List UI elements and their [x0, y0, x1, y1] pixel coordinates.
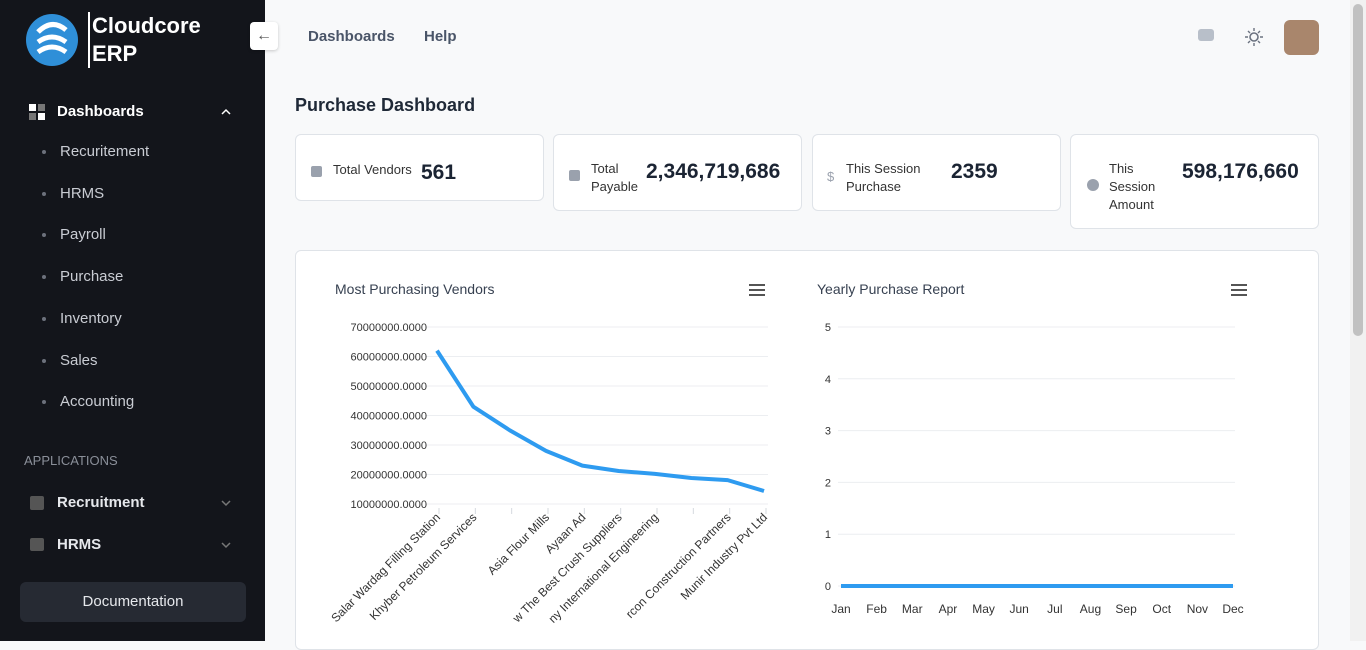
chart-title: Yearly Purchase Report — [817, 281, 964, 297]
x-tick-label: Apr — [939, 602, 958, 616]
stat-card: This Session Amount 598,176,660 — [1070, 134, 1319, 229]
chart-card — [295, 250, 1319, 650]
chevron — [221, 108, 231, 115]
y-tick-label: 4 — [825, 374, 831, 386]
menu-item[interactable]: Recruitment — [57, 494, 145, 511]
y-tick-label: 40000000.0000 — [351, 411, 427, 423]
x-tick-label: Sep — [1115, 602, 1137, 616]
y-tick-label: 20000000.0000 — [351, 470, 427, 482]
x-tick-label: Mar — [902, 602, 923, 616]
chart-title: Most Purchasing Vendors — [335, 281, 495, 297]
nav-link[interactable]: Dashboards — [308, 28, 395, 45]
chevron — [221, 500, 231, 549]
charts: Most Purchasing Vendors 10000000.0000 2000… — [328, 281, 1247, 626]
y-tick-label: 5 — [825, 322, 831, 334]
card-value: 2359 — [951, 160, 998, 183]
card-value: 561 — [421, 161, 457, 184]
nav-link[interactable]: Help — [424, 28, 457, 45]
sidebar: Cloudcore ERP Dashboards Recuritement HRMS… — [0, 0, 265, 641]
chart-menu[interactable] — [1231, 284, 1247, 296]
collapse-button[interactable]: ← — [250, 22, 278, 50]
data-line — [435, 349, 765, 493]
icon — [30, 496, 44, 551]
card-value: 2,346,719,686 — [646, 160, 781, 183]
x-tick-label: Jul — [1047, 602, 1062, 616]
card-label: Total Vendors — [333, 162, 412, 177]
x-tick-label: Feb — [866, 602, 887, 616]
card-label: This Session Amount — [1109, 161, 1156, 212]
y-tick-label: 60000000.0000 — [351, 352, 427, 364]
x-tick-label: Jan — [831, 602, 850, 616]
svg-text:$: $ — [827, 169, 835, 184]
x-tick-label: Oct — [1152, 602, 1171, 616]
logo — [26, 14, 78, 66]
menu-item[interactable]: Accounting — [42, 393, 134, 410]
chart-menu[interactable] — [749, 284, 765, 296]
menu-item[interactable]: Recuritement — [42, 143, 149, 160]
stat-card: Total Vendors 561 — [295, 134, 544, 201]
x-tick-label: Asia Flour Mills — [485, 510, 552, 577]
menu-item[interactable]: Sales — [42, 352, 98, 369]
x-tick-label: Aug — [1080, 602, 1101, 616]
icon — [29, 104, 45, 120]
documentation-button[interactable]: Documentation — [20, 582, 246, 622]
x-tick-label: Nov — [1187, 602, 1208, 616]
y-tick-label: 0 — [825, 581, 831, 593]
menu-item[interactable]: Purchase — [42, 268, 123, 285]
menu-item[interactable]: HRMS — [42, 185, 104, 202]
y-tick-label: 1 — [825, 529, 831, 541]
menu-section[interactable]: Dashboards — [57, 103, 144, 120]
y-tick-label: 50000000.0000 — [351, 381, 427, 393]
x-tick-label: Jun — [1010, 602, 1029, 616]
y-tick-label: 10000000.0000 — [351, 499, 427, 511]
card-icons: $ — [311, 166, 1099, 191]
page-title: Purchase Dashboard — [295, 95, 476, 115]
brand-sub: ERP — [92, 41, 138, 66]
avatar[interactable] — [1284, 20, 1319, 55]
card-value: 598,176,660 — [1182, 160, 1299, 183]
scrollbar — [1350, 0, 1366, 641]
brand: Cloudcore ERP — [88, 12, 201, 68]
header-icons — [1198, 28, 1263, 46]
card-label: This Session Purchase — [846, 161, 921, 194]
card-label: Total Payable — [591, 161, 638, 194]
brand-name: Cloudcore — [92, 13, 201, 38]
x-tick-label: Dec — [1222, 602, 1243, 616]
x-tick-label: May — [972, 602, 995, 616]
stat-card: This Session Purchase 2359 — [812, 134, 1061, 211]
menu-item[interactable]: HRMS — [57, 536, 102, 553]
y-tick-label: 70000000.0000 — [351, 322, 427, 334]
y-tick-label: 2 — [825, 477, 831, 489]
stat-card: Total Payable 2,346,719,686 — [553, 134, 802, 211]
section-heading: APPLICATIONS — [24, 453, 118, 468]
menu-item[interactable]: Payroll — [42, 226, 106, 243]
menu-item[interactable]: Inventory — [42, 310, 122, 327]
y-tick-label: 30000000.0000 — [351, 440, 427, 452]
y-tick-label: 3 — [825, 426, 831, 438]
